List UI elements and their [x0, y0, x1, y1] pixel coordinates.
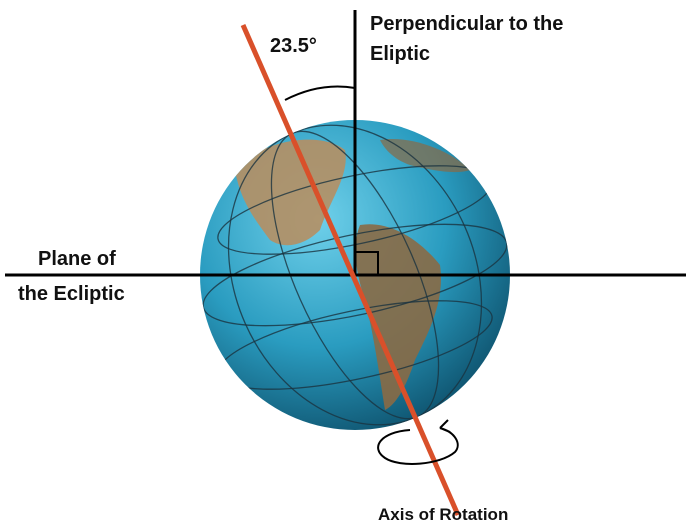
- perpendicular-label: Perpendicular to the: [370, 13, 563, 35]
- axis-label: Axis of Rotation: [378, 505, 508, 524]
- angle-label: 23.5°: [270, 35, 317, 57]
- perpendicular-label: Eliptic: [370, 43, 430, 65]
- plane-label: the Ecliptic: [18, 283, 125, 305]
- diagram: 23.5° Perpendicular to the Eliptic Plane…: [0, 0, 686, 526]
- plane-label: Plane of: [38, 248, 116, 270]
- angle-arc: [285, 87, 355, 101]
